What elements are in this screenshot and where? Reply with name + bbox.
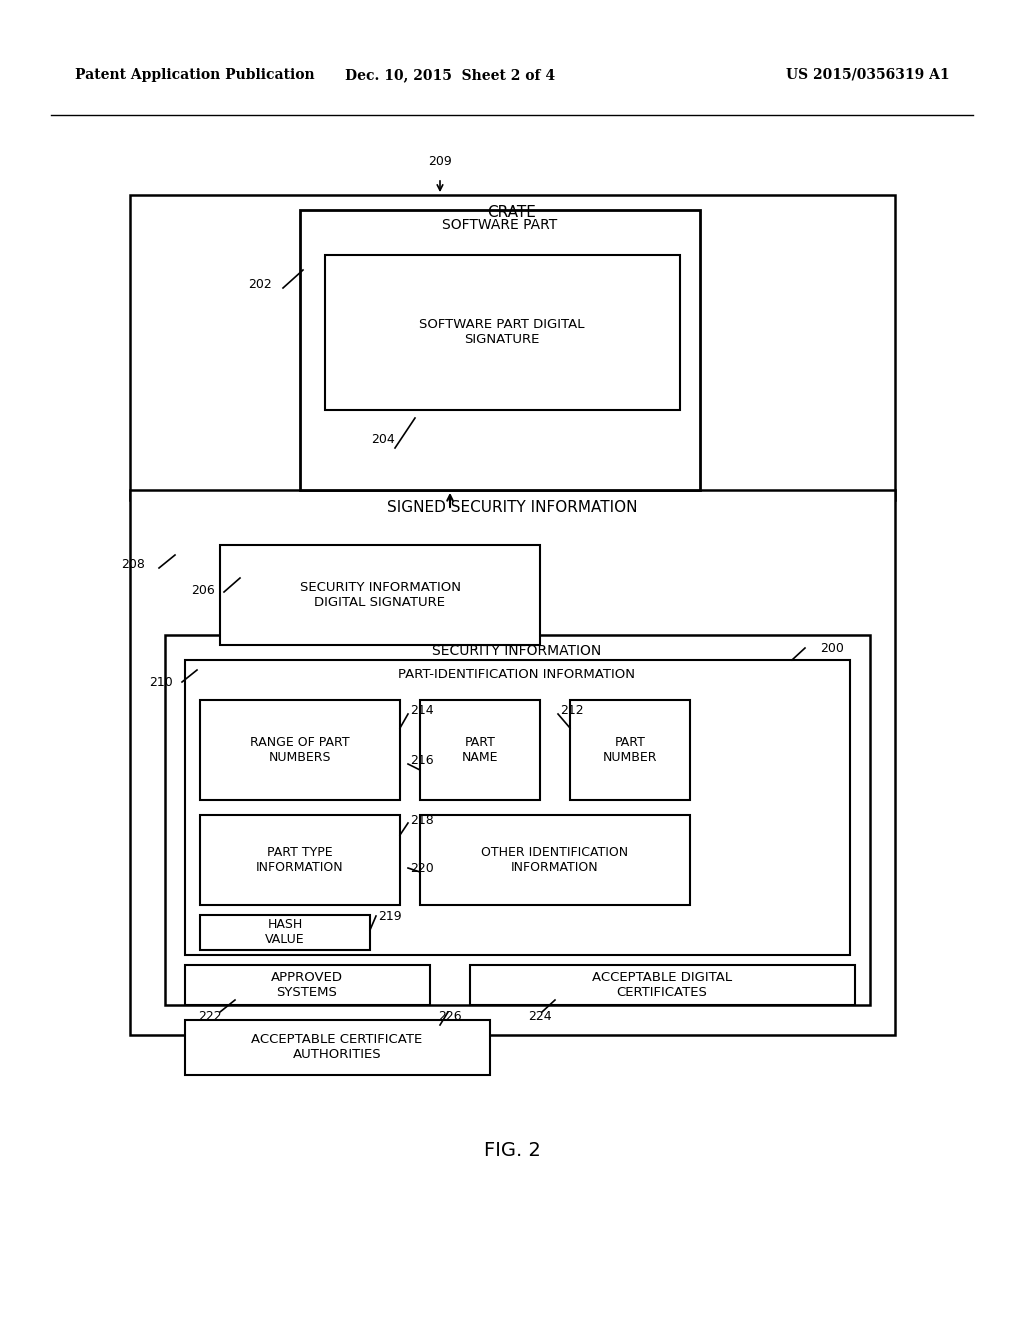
Text: OTHER IDENTIFICATION
INFORMATION: OTHER IDENTIFICATION INFORMATION	[481, 846, 629, 874]
Text: PART
NAME: PART NAME	[462, 737, 499, 764]
Text: RANGE OF PART
NUMBERS: RANGE OF PART NUMBERS	[250, 737, 350, 764]
Bar	[200, 700, 400, 800]
Bar	[130, 195, 895, 500]
Bar	[200, 915, 370, 950]
Text: US 2015/0356319 A1: US 2015/0356319 A1	[786, 69, 950, 82]
Text: ACCEPTABLE DIGITAL
CERTIFICATES: ACCEPTABLE DIGITAL CERTIFICATES	[592, 972, 732, 999]
Text: 219: 219	[378, 909, 401, 923]
Text: 216: 216	[410, 754, 433, 767]
Text: PART TYPE
INFORMATION: PART TYPE INFORMATION	[256, 846, 344, 874]
Text: ACCEPTABLE CERTIFICATE
AUTHORITIES: ACCEPTABLE CERTIFICATE AUTHORITIES	[251, 1034, 423, 1061]
Text: APPROVED
SYSTEMS: APPROVED SYSTEMS	[271, 972, 343, 999]
Text: 212: 212	[560, 704, 584, 717]
Text: SECURITY INFORMATION: SECURITY INFORMATION	[432, 644, 602, 657]
Text: SOFTWARE PART DIGITAL
SIGNATURE: SOFTWARE PART DIGITAL SIGNATURE	[419, 318, 585, 346]
Bar	[570, 700, 690, 800]
Text: SIGNED SECURITY INFORMATION: SIGNED SECURITY INFORMATION	[387, 500, 637, 515]
Text: FIG. 2: FIG. 2	[483, 1140, 541, 1159]
Text: 218: 218	[410, 813, 434, 826]
Bar	[165, 635, 870, 1005]
Bar	[325, 255, 680, 411]
Text: PART-IDENTIFICATION INFORMATION: PART-IDENTIFICATION INFORMATION	[398, 668, 636, 681]
Text: HASH
VALUE: HASH VALUE	[265, 917, 305, 946]
Bar	[470, 965, 855, 1005]
Bar	[185, 1020, 490, 1074]
Text: 214: 214	[410, 704, 433, 717]
Bar	[200, 814, 400, 906]
Text: 224: 224	[528, 1010, 552, 1023]
Bar	[130, 490, 895, 1035]
Text: 220: 220	[410, 862, 434, 874]
Bar	[220, 545, 540, 645]
Text: 200: 200	[820, 642, 844, 655]
Text: 208: 208	[121, 558, 145, 572]
Text: 204: 204	[371, 433, 395, 446]
Text: 222: 222	[199, 1010, 222, 1023]
Text: SECURITY INFORMATION
DIGITAL SIGNATURE: SECURITY INFORMATION DIGITAL SIGNATURE	[299, 581, 461, 609]
Text: Patent Application Publication: Patent Application Publication	[75, 69, 314, 82]
Text: 210: 210	[150, 676, 173, 689]
Text: SOFTWARE PART: SOFTWARE PART	[442, 218, 558, 232]
Bar	[300, 210, 700, 490]
Text: 202: 202	[248, 279, 272, 292]
Text: 206: 206	[191, 583, 215, 597]
Bar	[420, 700, 540, 800]
Bar	[185, 965, 430, 1005]
Text: CRATE: CRATE	[487, 205, 537, 220]
Bar	[185, 660, 850, 954]
Text: 209: 209	[428, 154, 452, 168]
Text: Dec. 10, 2015  Sheet 2 of 4: Dec. 10, 2015 Sheet 2 of 4	[345, 69, 555, 82]
Text: PART
NUMBER: PART NUMBER	[603, 737, 657, 764]
Bar	[420, 814, 690, 906]
Text: 226: 226	[438, 1010, 462, 1023]
